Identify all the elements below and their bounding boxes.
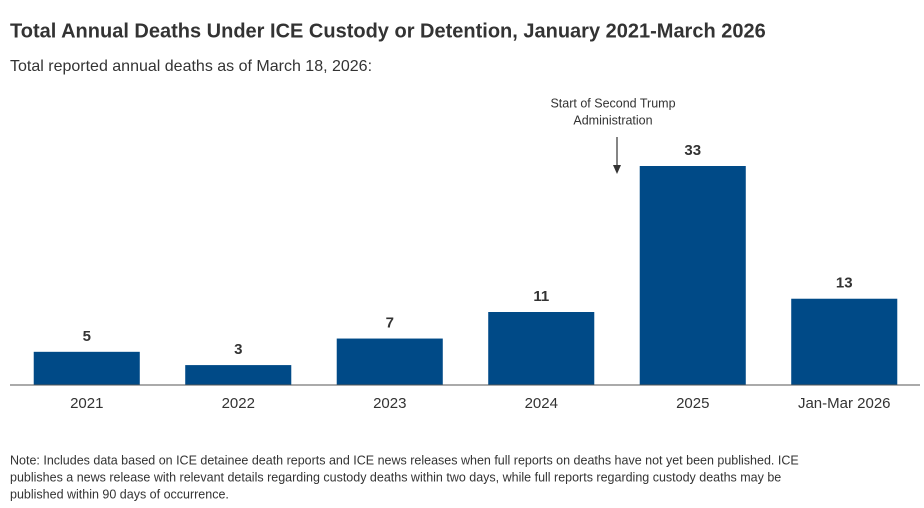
value-label: 33 [684,142,701,159]
value-label: 5 [83,328,91,345]
x-tick-label: 2023 [373,395,406,412]
value-label: 7 [386,315,394,332]
bar [33,351,140,385]
annotation-text: Start of Second Trump [550,96,675,110]
value-label: 3 [234,341,242,358]
bar [639,166,746,385]
value-label: 13 [836,275,853,292]
x-tick-label: 2024 [525,395,558,412]
x-tick-label: 2022 [222,395,255,412]
chart-subtitle: Total reported annual deaths as of March… [10,58,372,75]
annotation-text: Administration [573,113,652,127]
value-label: 11 [533,288,549,305]
note: published within 90 days of occurrence. [10,487,229,501]
note: publishes a news release with relevant d… [10,470,781,484]
x-tick-label: 2021 [70,395,103,412]
x-tick-label: 2025 [676,395,709,412]
bar [488,312,595,385]
bar [791,298,898,385]
chart-title: Total Annual Deaths Under ICE Custody or… [10,20,766,42]
bar [336,338,443,385]
annotation-arrowhead [613,165,621,174]
bar [185,365,292,385]
x-tick-label: Jan-Mar 2026 [798,395,891,412]
note: Note: Includes data based on ICE detaine… [10,453,799,467]
